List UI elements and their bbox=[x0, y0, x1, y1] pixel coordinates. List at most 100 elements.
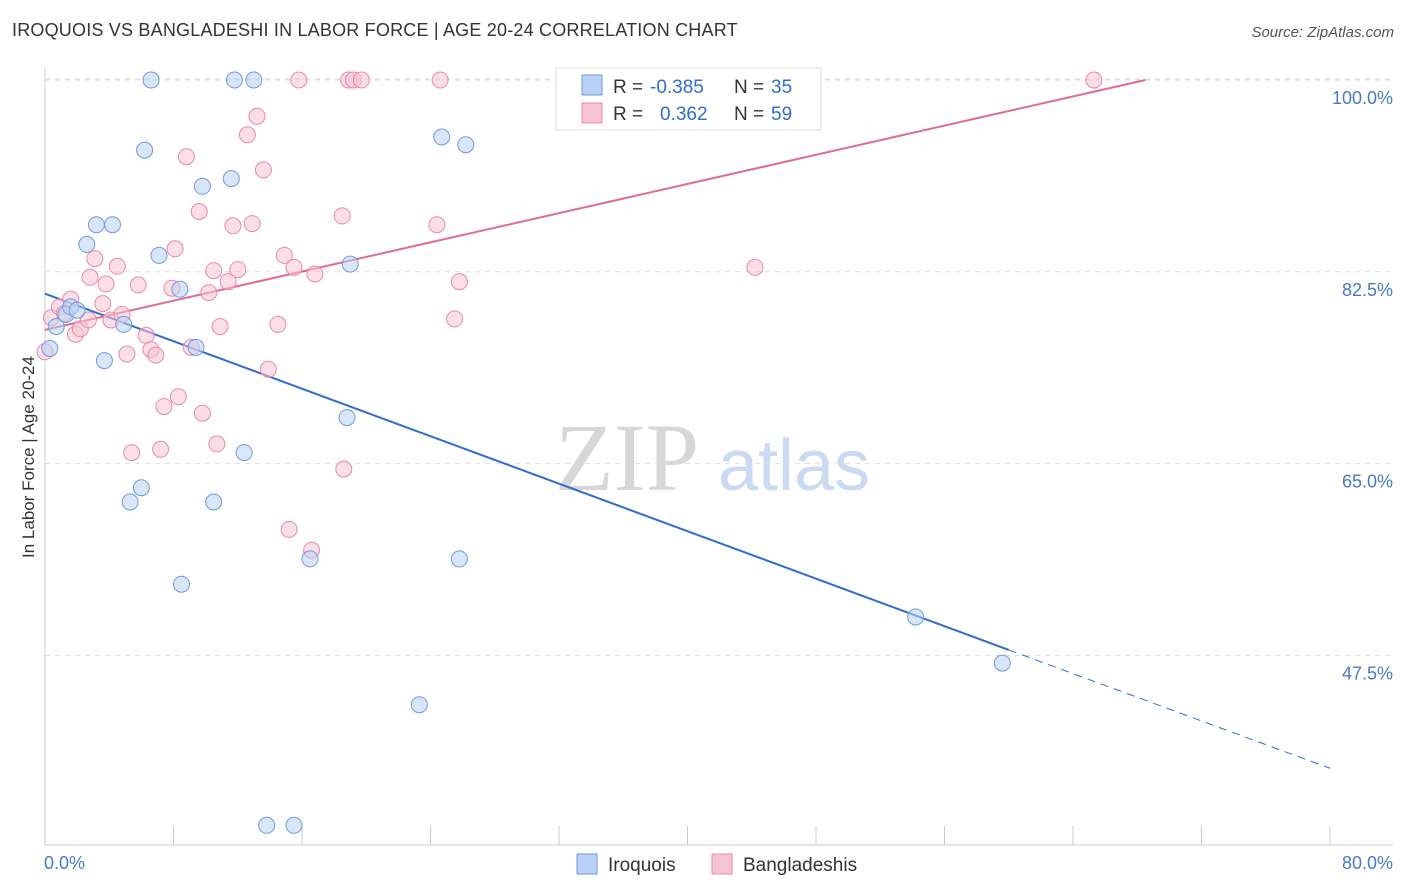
iroquois-point bbox=[258, 816, 276, 834]
bangladeshi-point bbox=[275, 246, 293, 264]
bangladeshi-point bbox=[205, 262, 223, 280]
legend-r-value-bangladeshi: 0.362 bbox=[660, 104, 708, 125]
bangladeshi-point bbox=[79, 311, 97, 329]
bangladeshi-point bbox=[243, 215, 261, 233]
bottom-legend-swatch-bangladeshi bbox=[711, 853, 733, 875]
y-tick-label: 47.5% bbox=[1342, 663, 1393, 683]
bangladeshi-point bbox=[94, 295, 112, 313]
bangladeshi-point bbox=[431, 71, 449, 89]
iroquois-trend-line bbox=[44, 292, 1010, 651]
bangladeshi-point bbox=[333, 207, 351, 225]
bangladeshi-point bbox=[193, 404, 211, 422]
iroquois-point bbox=[285, 816, 303, 834]
iroquois-point bbox=[78, 235, 96, 253]
iroquois-point bbox=[457, 136, 475, 154]
iroquois-point bbox=[205, 493, 223, 511]
y-tick-labels: 47.5% 65.0% 82.5% 100.0% bbox=[1332, 88, 1393, 683]
watermark-atlas: atlas bbox=[718, 426, 870, 506]
bangladeshi-point bbox=[208, 435, 226, 453]
legend: R = -0.385 N = 35 R = 0.362 N = 59 bbox=[555, 67, 822, 131]
bangladeshi-point bbox=[229, 261, 247, 279]
iroquois-point bbox=[222, 170, 240, 188]
legend-n-value-iroquois: 35 bbox=[771, 77, 792, 98]
legend-r-label-iroquois: R = bbox=[613, 77, 643, 98]
source-label: Source: ZipAtlas.com bbox=[1251, 24, 1394, 41]
iroquois-point bbox=[301, 550, 319, 568]
bangladeshi-point bbox=[137, 326, 155, 344]
iroquois-point bbox=[41, 340, 59, 357]
legend-n-label-bangladeshi: N = bbox=[734, 104, 764, 125]
iroquois-point bbox=[171, 280, 189, 298]
legend-swatch-bangladeshi bbox=[581, 102, 603, 124]
legend-n-value-bangladeshi: 59 bbox=[771, 104, 792, 125]
iroquois-point bbox=[235, 444, 253, 462]
bangladeshi-point bbox=[118, 345, 136, 363]
chart-title: IROQUOIS VS BANGLADESHI IN LABOR FORCE |… bbox=[12, 20, 738, 40]
bangladeshi-point bbox=[190, 203, 208, 220]
legend-swatch-iroquois bbox=[581, 74, 603, 96]
bangladeshi-point bbox=[200, 284, 218, 302]
legend-r-label-bangladeshi: R = bbox=[613, 104, 643, 125]
data-points bbox=[36, 71, 1103, 834]
bangladeshi-point bbox=[259, 360, 277, 378]
iroquois-point bbox=[132, 479, 150, 497]
bangladeshi-point bbox=[335, 460, 353, 478]
bangladeshi-point bbox=[169, 388, 187, 406]
iroquois-point bbox=[87, 216, 105, 234]
legend-r-value-iroquois: -0.385 bbox=[650, 77, 704, 98]
bangladeshi-point bbox=[211, 318, 229, 336]
y-axis-title: In Labor Force | Age 20-24 bbox=[19, 356, 38, 558]
iroquois-point bbox=[104, 216, 121, 234]
iroquois-point bbox=[338, 409, 356, 427]
bottom-legend-swatch-iroquois bbox=[576, 853, 598, 875]
bottom-legend: Iroquois Bangladeshis bbox=[576, 853, 857, 876]
iroquois-point bbox=[150, 246, 168, 264]
bangladeshi-point bbox=[746, 258, 764, 276]
y-tick-label: 100.0% bbox=[1332, 88, 1393, 108]
bangladeshi-point bbox=[1085, 71, 1103, 89]
bangladeshi-point bbox=[238, 126, 256, 144]
iroquois-point bbox=[907, 608, 925, 626]
iroquois-point bbox=[187, 338, 205, 356]
bangladeshi-point bbox=[306, 265, 324, 283]
bangladeshi-point bbox=[285, 258, 303, 276]
bangladeshi-point bbox=[129, 276, 147, 294]
bangladeshi-point bbox=[428, 216, 446, 234]
bangladeshi-point bbox=[352, 71, 370, 89]
iroquois-point bbox=[47, 318, 65, 336]
bangladeshi-point bbox=[219, 273, 237, 291]
bangladeshi-point bbox=[97, 275, 115, 293]
bangladeshi-point bbox=[86, 250, 104, 268]
iroquois-point bbox=[95, 352, 113, 370]
grid-lines bbox=[45, 78, 1393, 656]
bangladeshi-point bbox=[224, 217, 242, 235]
bangladeshi-point bbox=[450, 273, 468, 291]
iroquois-point bbox=[173, 575, 190, 593]
bangladeshi-point bbox=[152, 440, 170, 458]
iroquois-trend-extension bbox=[1008, 649, 1331, 769]
bangladeshi-point bbox=[147, 346, 165, 364]
bangladeshi-point bbox=[155, 398, 173, 416]
bangladeshi-point bbox=[123, 444, 141, 462]
iroquois-point bbox=[121, 493, 139, 511]
watermark-zip: ZIP bbox=[555, 404, 699, 511]
iroquois-point bbox=[226, 71, 243, 89]
iroquois-point bbox=[245, 71, 263, 89]
bangladeshi-point bbox=[81, 268, 99, 286]
iroquois-point bbox=[993, 654, 1011, 672]
iroquois-point bbox=[68, 301, 86, 319]
bangladeshi-point bbox=[290, 71, 308, 89]
iroquois-point bbox=[115, 315, 133, 333]
bangladeshi-point bbox=[177, 148, 195, 166]
iroquois-point bbox=[450, 550, 468, 568]
iroquois-point bbox=[193, 177, 211, 195]
bangladeshi-point bbox=[166, 240, 184, 258]
bottom-legend-label-bangladeshi: Bangladeshis bbox=[743, 855, 857, 876]
iroquois-point bbox=[410, 696, 428, 714]
iroquois-point bbox=[433, 128, 451, 146]
bangladeshi-point bbox=[108, 257, 126, 275]
x-tick-label-min: 0.0% bbox=[44, 853, 85, 873]
y-tick-label: 82.5% bbox=[1342, 280, 1393, 300]
bangladeshi-point bbox=[446, 310, 464, 328]
